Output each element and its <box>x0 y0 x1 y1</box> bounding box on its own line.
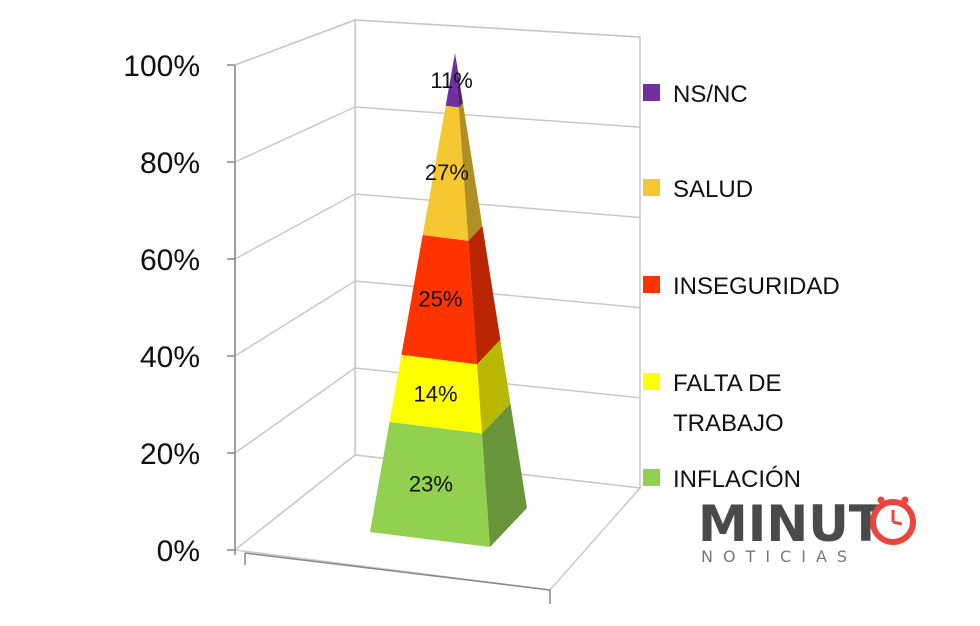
pyramid-segment <box>370 403 527 547</box>
gridline <box>234 19 641 66</box>
segment-side-face <box>481 403 527 547</box>
y-tick-label: 40% <box>140 341 200 374</box>
gridline <box>234 280 641 357</box>
data-label: 25% <box>418 287 462 312</box>
pyramid-segment <box>401 225 501 365</box>
segment-side-face <box>468 225 501 365</box>
legend-item: INSEGURIDAD <box>643 273 840 300</box>
legend-swatch <box>643 469 660 486</box>
y-axis <box>234 65 551 604</box>
legend-label: NS/NC <box>673 81 748 108</box>
pyramid-segment <box>422 103 483 241</box>
clock-icon <box>870 496 916 545</box>
legend-item: FALTA DE TRABAJO <box>643 370 784 437</box>
legend-swatch <box>643 179 660 196</box>
legend-swatch <box>643 373 660 390</box>
segment-side-face <box>455 53 463 108</box>
data-label: 11% <box>430 68 472 93</box>
legend-label: SALUD <box>673 176 753 203</box>
legend-label: TRABAJO <box>673 410 784 437</box>
y-tick-label: 60% <box>140 244 200 277</box>
legend-swatch <box>643 84 660 101</box>
data-label: 27% <box>425 160 469 185</box>
pyramid-segment <box>389 339 511 434</box>
segment-side-face <box>477 339 511 434</box>
segment-front-face <box>422 105 469 241</box>
segment-side-face <box>458 103 483 241</box>
y-tick-label: 80% <box>140 147 200 180</box>
segment-front-face <box>445 53 459 108</box>
segment-front-face <box>401 235 478 365</box>
pyramid-segment <box>445 53 463 108</box>
y-tick-label: 100% <box>123 50 200 83</box>
y-tick-label: 0% <box>157 535 200 568</box>
watermark: MINUT NOTICIAS <box>698 495 916 566</box>
gridline <box>234 193 641 260</box>
y-tick-label: 20% <box>140 438 200 471</box>
legend-label: FALTA DE <box>673 370 781 397</box>
gridline <box>234 106 641 163</box>
segment-front-face <box>370 421 490 547</box>
gridlines <box>234 19 641 454</box>
legend-label: INSEGURIDAD <box>673 273 840 300</box>
legend-item: NS/NC <box>643 81 748 108</box>
data-label: 14% <box>413 382 457 407</box>
legend-item: SALUD <box>643 176 753 203</box>
data-labels: 23% 14% 25% 27% 11% <box>409 68 473 497</box>
legend-swatch <box>643 276 660 293</box>
segment-front-face <box>389 354 482 434</box>
legend-label: INFLACIÓN <box>673 466 801 493</box>
pyramid-segments <box>370 53 527 547</box>
y-tick-labels: 0% 20% 40% 60% 80% 100% <box>123 50 235 568</box>
legend: NS/NC SALUD INSEGURIDAD FALTA DE TRABAJO INFL… <box>643 81 840 493</box>
x-axis-line <box>244 552 551 591</box>
watermark-subtitle: NOTICIAS <box>701 547 857 566</box>
legend-item: INFLACIÓN <box>643 466 801 493</box>
gridline <box>234 367 641 454</box>
watermark-title: MINUT <box>698 495 883 553</box>
data-label: 23% <box>409 472 453 497</box>
